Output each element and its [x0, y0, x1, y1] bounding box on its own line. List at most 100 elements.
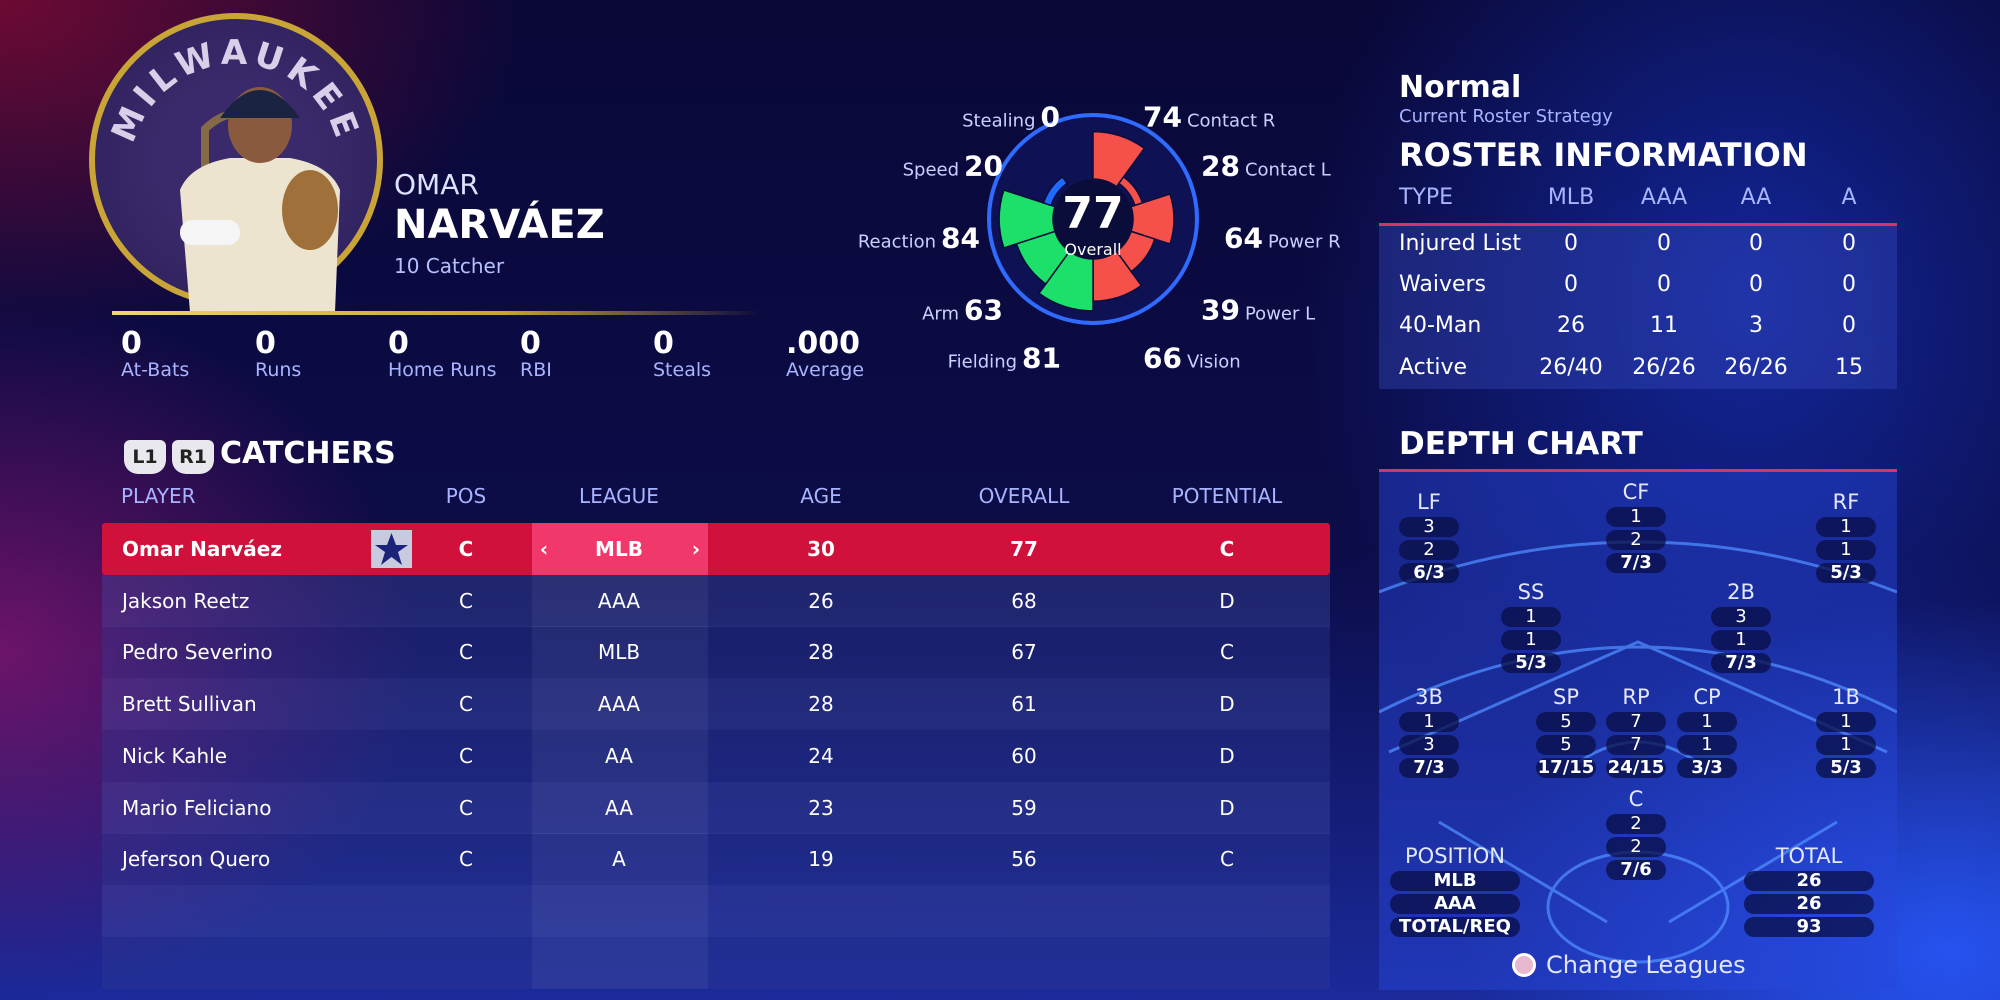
table-row[interactable]: Pedro Severino C MLB 28 67 C: [102, 626, 1330, 679]
roster-col-header: MLB: [1547, 185, 1595, 210]
stat-runs: 0 Runs: [255, 326, 302, 381]
depth-count: 3: [1399, 517, 1459, 537]
league-cell: AA: [605, 743, 633, 768]
league-prev-arrow[interactable]: ‹: [539, 537, 549, 561]
depth-position-c[interactable]: C 2 2 7/6: [1606, 787, 1666, 880]
depth-count: 3: [1711, 607, 1771, 627]
table-row-selected[interactable]: Omar Narváez C MLB 30 77 C ‹ ›: [102, 523, 1330, 575]
league-column-bg: [532, 729, 708, 782]
depth-position-rp[interactable]: RP 7 7 24/15: [1606, 685, 1666, 778]
pos-cell: C: [459, 743, 473, 768]
overall-cell: 60: [1011, 743, 1037, 768]
pos-cell: C: [458, 537, 474, 561]
depth-count: 6/3: [1399, 563, 1459, 583]
depth-total-value: 26: [1744, 894, 1874, 914]
league-cell: AA: [605, 795, 633, 820]
depth-position-1b[interactable]: 1B 1 1 5/3: [1816, 685, 1876, 778]
depth-position-lf[interactable]: LF 3 2 6/3: [1399, 490, 1459, 583]
table-row[interactable]: [102, 936, 1330, 989]
depth-total: TOTAL 26 26 93: [1744, 844, 1874, 937]
position-label: C: [1628, 787, 1644, 811]
potential-cell: C: [1220, 640, 1234, 665]
age-cell: 24: [808, 743, 834, 768]
col-age: AGE: [800, 484, 842, 508]
table-row[interactable]: Jeferson Quero C A 19 56 C: [102, 833, 1330, 886]
rating-power-l: 39 Power L: [1201, 293, 1316, 327]
potential-cell: D: [1219, 795, 1235, 820]
overall-cell: 56: [1011, 847, 1037, 872]
depth-count: 1: [1816, 735, 1876, 755]
rating-reaction: Reaction 84: [857, 221, 980, 255]
square-button-icon: [1512, 953, 1536, 977]
player-portrait: [160, 70, 360, 312]
depth-legend-position-value: TOTAL/REQ: [1390, 917, 1520, 937]
roster-cell: 0: [1564, 272, 1578, 297]
depth-count: 1: [1677, 735, 1737, 755]
roster-cell: 26/26: [1724, 355, 1788, 380]
divider: [112, 311, 762, 315]
roster-cell: 0: [1842, 313, 1856, 338]
player-name: Jeferson Quero: [122, 847, 271, 872]
roster-row-label: Waivers: [1399, 272, 1487, 297]
l1-button[interactable]: L1: [124, 440, 166, 474]
change-leagues-button[interactable]: Change Leagues: [1512, 951, 1746, 979]
col-overall: OVERALL: [978, 484, 1070, 508]
league-column-bg: [532, 626, 708, 679]
stat-average: .000 Average: [786, 326, 865, 381]
pos-cell: C: [459, 640, 473, 665]
position-label: 2B: [1727, 580, 1755, 604]
potential-cell: C: [1220, 847, 1234, 872]
depth-position-sp[interactable]: SP 5 5 17/15: [1536, 685, 1596, 778]
roster-col-header: A: [1841, 185, 1857, 210]
depth-legend-position-value: MLB: [1390, 871, 1520, 891]
stat-steals: 0 Steals: [653, 326, 712, 381]
depth-count: 3/3: [1677, 758, 1737, 778]
position-label: RF: [1832, 490, 1860, 514]
depth-count: 7: [1606, 735, 1666, 755]
depth-count: 7/3: [1711, 653, 1771, 673]
depth-position-rf[interactable]: RF 1 1 5/3: [1816, 490, 1876, 583]
position-label: CF: [1622, 480, 1650, 504]
catchers-header: L1 R1 CATCHERS: [124, 436, 396, 474]
potential-cell: D: [1219, 743, 1235, 768]
age-cell: 23: [808, 795, 834, 820]
depth-count: 3: [1399, 735, 1459, 755]
depth-position-cf[interactable]: CF 1 2 7/3: [1606, 480, 1666, 573]
table-row[interactable]: [102, 884, 1330, 937]
col-player: PLAYER: [121, 484, 196, 508]
rating-speed: Speed 20: [902, 149, 1003, 183]
table-row[interactable]: Mario Feliciano C AA 23 59 D: [102, 781, 1330, 834]
depth-position-3b[interactable]: 3B 1 3 7/3: [1399, 685, 1459, 778]
overall-cell: 67: [1011, 640, 1037, 665]
league-column-bg: [532, 833, 708, 886]
roster-strategy-label: Current Roster Strategy: [1399, 106, 1613, 127]
depth-count: 1: [1816, 540, 1876, 560]
roster-cell: 0: [1657, 231, 1671, 256]
r1-button[interactable]: R1: [172, 440, 214, 474]
table-row[interactable]: Jakson Reetz C AAA 26 68 D: [102, 574, 1330, 627]
depth-count: 17/15: [1536, 757, 1596, 778]
age-cell: 28: [808, 640, 834, 665]
depth-position-2b[interactable]: 2B 3 1 7/3: [1711, 580, 1771, 673]
stat-rbi: 0 RBI: [520, 326, 552, 381]
depth-position-cp[interactable]: CP 1 1 3/3: [1677, 685, 1737, 778]
roster-info-title: ROSTER INFORMATION: [1399, 136, 1808, 174]
roster-cell: 0: [1564, 231, 1578, 256]
rating-arm: Arm 63: [922, 293, 1003, 327]
depth-total-value: 26: [1744, 871, 1874, 891]
col-pos: POS: [445, 484, 487, 508]
depth-legend-position: POSITION MLB AAA TOTAL/REQ: [1390, 844, 1520, 937]
depth-total-value: 93: [1744, 917, 1874, 937]
league-next-arrow[interactable]: ›: [691, 537, 701, 561]
table-row[interactable]: Brett Sullivan C AAA 28 61 D: [102, 678, 1330, 731]
roster-row-label: Injured List: [1399, 231, 1521, 256]
player-name: Brett Sullivan: [122, 692, 257, 717]
radial-center: [1053, 179, 1133, 259]
table-row[interactable]: Nick Kahle C AA 24 60 D: [102, 729, 1330, 782]
league-cell: AAA: [597, 692, 641, 717]
player-name: Pedro Severino: [122, 640, 273, 665]
depth-position-ss[interactable]: SS 1 1 5/3: [1501, 580, 1561, 673]
overall-cell: 59: [1011, 795, 1037, 820]
depth-count: 7/3: [1399, 758, 1459, 778]
